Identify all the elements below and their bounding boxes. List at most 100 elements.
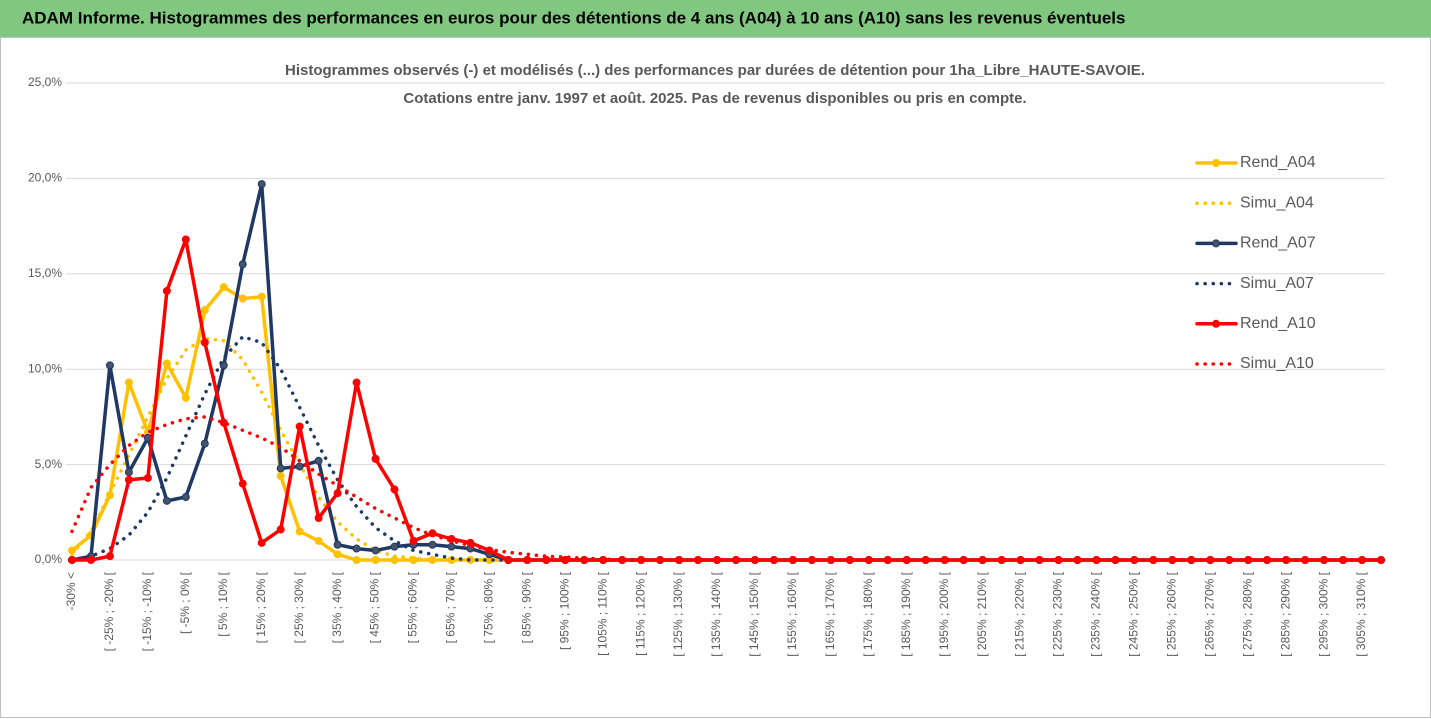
series-marker (276, 525, 285, 534)
x-tick-label: [ 155% ; 160% [ (785, 571, 799, 656)
series-marker (542, 556, 551, 564)
x-tick-label: [ 205% ; 210% [ (975, 571, 989, 656)
series-marker (238, 294, 247, 303)
series-marker (428, 540, 437, 549)
series-marker (314, 514, 323, 523)
series-marker (181, 393, 190, 402)
x-tick-label: [ 285% ; 290% [ (1278, 571, 1292, 656)
x-tick-label: [ -25% ; -20% [ (102, 571, 116, 651)
series-marker (352, 378, 361, 387)
series-marker (68, 556, 76, 564)
series-marker (390, 542, 399, 551)
x-tick-label: [ 75% ; 80% [ (482, 571, 496, 643)
series-marker (314, 456, 323, 465)
x-tick-label: [ 135% ; 140% [ (709, 571, 723, 656)
series-marker (371, 454, 380, 463)
x-tick-label: [ 145% ; 150% [ (747, 571, 761, 656)
series-marker (352, 556, 361, 564)
x-tick-label: [ 295% ; 300% [ (1316, 571, 1330, 656)
legend-label: Simu_A10 (1240, 355, 1314, 372)
series-marker (295, 462, 304, 471)
x-tick-label: [ 195% ; 200% [ (937, 571, 951, 656)
series-marker (447, 542, 456, 551)
series-marker (124, 468, 133, 477)
series-marker (257, 292, 266, 301)
series-marker (371, 546, 380, 555)
series-marker (200, 338, 209, 347)
series-marker (333, 489, 342, 498)
x-tick-label: [ 225% ; 230% [ (1051, 571, 1065, 656)
series-marker (219, 283, 228, 292)
series-marker (238, 479, 247, 488)
series-marker (314, 536, 323, 545)
series-marker (200, 306, 209, 315)
series-marker (371, 556, 380, 564)
x-tick-label: [ 55% ; 60% [ (406, 571, 420, 643)
series-marker (276, 472, 285, 481)
series-marker (295, 527, 304, 536)
series-marker (352, 544, 361, 553)
banner-title: ADAM Informe. Histogrammes des performan… (22, 8, 1125, 27)
chart-subtitle: Cotations entre janv. 1997 et août. 2025… (403, 90, 1026, 107)
series-marker (295, 422, 304, 431)
legend-label: Simu_A07 (1240, 275, 1314, 292)
series-marker (257, 180, 266, 189)
banner (0, 0, 1431, 37)
y-tick-label: 10,0% (28, 361, 62, 375)
y-tick-label: 0,0% (35, 552, 63, 566)
series-marker (124, 378, 133, 387)
series-line (72, 237, 1381, 562)
y-tick-label: 15,0% (28, 266, 62, 280)
y-tick-label: 20,0% (28, 171, 62, 185)
series-marker (86, 556, 95, 564)
legend-marker (1212, 159, 1220, 167)
x-tick-label: [ 65% ; 70% [ (444, 571, 458, 643)
series-marker (124, 475, 133, 484)
series-marker (162, 359, 171, 368)
x-tick-label: [ 165% ; 170% [ (823, 571, 837, 656)
x-tick-label: [ 95% ; 100% [ (557, 571, 571, 650)
x-tick-label: [ 25% ; 30% [ (292, 571, 306, 643)
x-tick-label: [ 125% ; 130% [ (671, 571, 685, 656)
x-tick-label: -30% < (64, 572, 78, 610)
series-marker (162, 286, 171, 295)
series-marker (390, 485, 399, 494)
y-tick-label: 5,0% (35, 457, 63, 471)
legend-label: Rend_A10 (1240, 315, 1316, 332)
series-marker (333, 550, 342, 559)
x-tick-label: [ 5% ; 10% [ (216, 571, 230, 636)
x-tick-label: [ -15% ; -10% [ (140, 571, 154, 651)
x-tick-label: [ 265% ; 270% [ (1202, 571, 1216, 656)
series-marker (504, 556, 513, 564)
series-marker (333, 540, 342, 549)
series-marker (143, 473, 152, 482)
series-marker (105, 361, 114, 370)
x-tick-label: [ 105% ; 110% [ (595, 571, 609, 655)
chart-frame (0, 37, 1431, 718)
series-marker (200, 439, 209, 448)
series-marker (523, 556, 532, 564)
series-marker (561, 556, 570, 564)
x-tick-label: [ 305% ; 310% [ (1354, 571, 1368, 656)
x-tick-label: [ 275% ; 280% [ (1240, 571, 1254, 656)
series-marker (181, 493, 190, 502)
x-tick-label: [ 175% ; 180% [ (861, 571, 875, 656)
series-marker (409, 536, 418, 545)
x-tick-label: [ 185% ; 190% [ (899, 571, 913, 656)
series-marker (276, 464, 285, 473)
x-tick-label: [ 115% ; 120% [ (633, 571, 647, 655)
x-tick-label: [ 45% ; 50% [ (368, 571, 382, 643)
y-tick-label: 25,0% (28, 75, 62, 89)
series-marker (162, 496, 171, 505)
legend-label: Rend_A04 (1240, 154, 1316, 171)
series-marker (257, 538, 266, 547)
series-marker (181, 235, 190, 244)
x-tick-label: [ 85% ; 90% [ (519, 571, 533, 643)
x-tick-label: [ 255% ; 260% [ (1164, 571, 1178, 656)
x-tick-label: [ 245% ; 250% [ (1127, 571, 1141, 656)
chart-title: Histogrammes observés (-) et modélisés (… (285, 62, 1145, 79)
x-tick-label: [ -5% ; 0% [ (178, 571, 192, 634)
x-tick-label: [ 15% ; 20% [ (254, 571, 268, 643)
